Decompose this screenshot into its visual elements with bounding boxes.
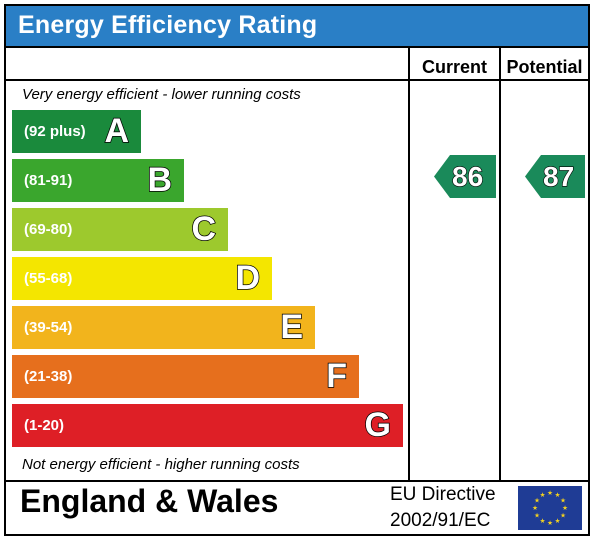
star-icon: ★: [547, 519, 553, 527]
star-icon: ★: [540, 491, 546, 499]
band-a: (92 plus) A: [12, 110, 141, 153]
divider-footer: [6, 480, 588, 482]
band-g: (1-20) G: [12, 404, 403, 447]
title-bar: Energy Efficiency Rating: [6, 6, 588, 48]
star-icon: ★: [562, 504, 568, 512]
directive-line-2: 2002/91/EC: [390, 510, 491, 531]
band-range-label: (69-80): [24, 221, 73, 238]
star-icon: ★: [560, 497, 566, 505]
band-range-label: (55-68): [24, 270, 73, 287]
note-efficient: Very energy efficient - lower running co…: [22, 86, 301, 103]
star-icon: ★: [547, 489, 553, 497]
divider-potential: [499, 48, 501, 482]
divider-header: [6, 79, 588, 81]
band-c: (69-80) C: [12, 208, 228, 251]
directive-line-1: EU Directive: [390, 484, 496, 505]
band-d: (55-68) D: [12, 257, 272, 300]
energy-rating-chart: Energy Efficiency Rating Current Potenti…: [4, 4, 590, 536]
band-range-label: (39-54): [24, 319, 73, 336]
note-inefficient: Not energy efficient - higher running co…: [22, 456, 300, 473]
band-b: (81-91) B: [12, 159, 184, 202]
band-letter: D: [235, 258, 261, 298]
current-column-header: Current: [421, 57, 487, 77]
band-letter: G: [364, 405, 392, 445]
band-f: (21-38) F: [12, 355, 359, 398]
potential-rating-value: 87: [542, 160, 575, 192]
band-letter: C: [191, 209, 217, 249]
band-e: (39-54) E: [12, 306, 315, 349]
band-range-label: (21-38): [24, 368, 73, 385]
region-label: England & Wales: [20, 483, 279, 519]
band-letter: B: [147, 160, 173, 200]
band-letter: F: [325, 356, 347, 396]
band-range-label: (81-91): [24, 172, 73, 189]
current-rating-value: 86: [451, 160, 484, 192]
current-rating-arrow: 86: [434, 155, 496, 198]
star-icon: ★: [560, 512, 566, 520]
star-icon: ★: [555, 491, 561, 499]
potential-column-header: Potential: [506, 57, 583, 77]
eu-flag-icon: ★ ★★★★★★★★★★★: [518, 486, 582, 530]
band-range-label: (92 plus): [24, 123, 86, 140]
star-icon: ★: [555, 517, 561, 525]
star-icon: ★: [540, 517, 546, 525]
star-icon: ★: [534, 512, 540, 520]
star-icon: ★: [534, 497, 540, 505]
band-range-label: (1-20): [24, 417, 65, 434]
band-letter: E: [280, 307, 304, 347]
divider-current: [408, 48, 410, 482]
potential-rating-arrow: 87: [525, 155, 585, 198]
band-letter: A: [104, 111, 130, 151]
chart-title: Energy Efficiency Rating: [18, 11, 318, 39]
star-icon: ★: [532, 504, 538, 512]
